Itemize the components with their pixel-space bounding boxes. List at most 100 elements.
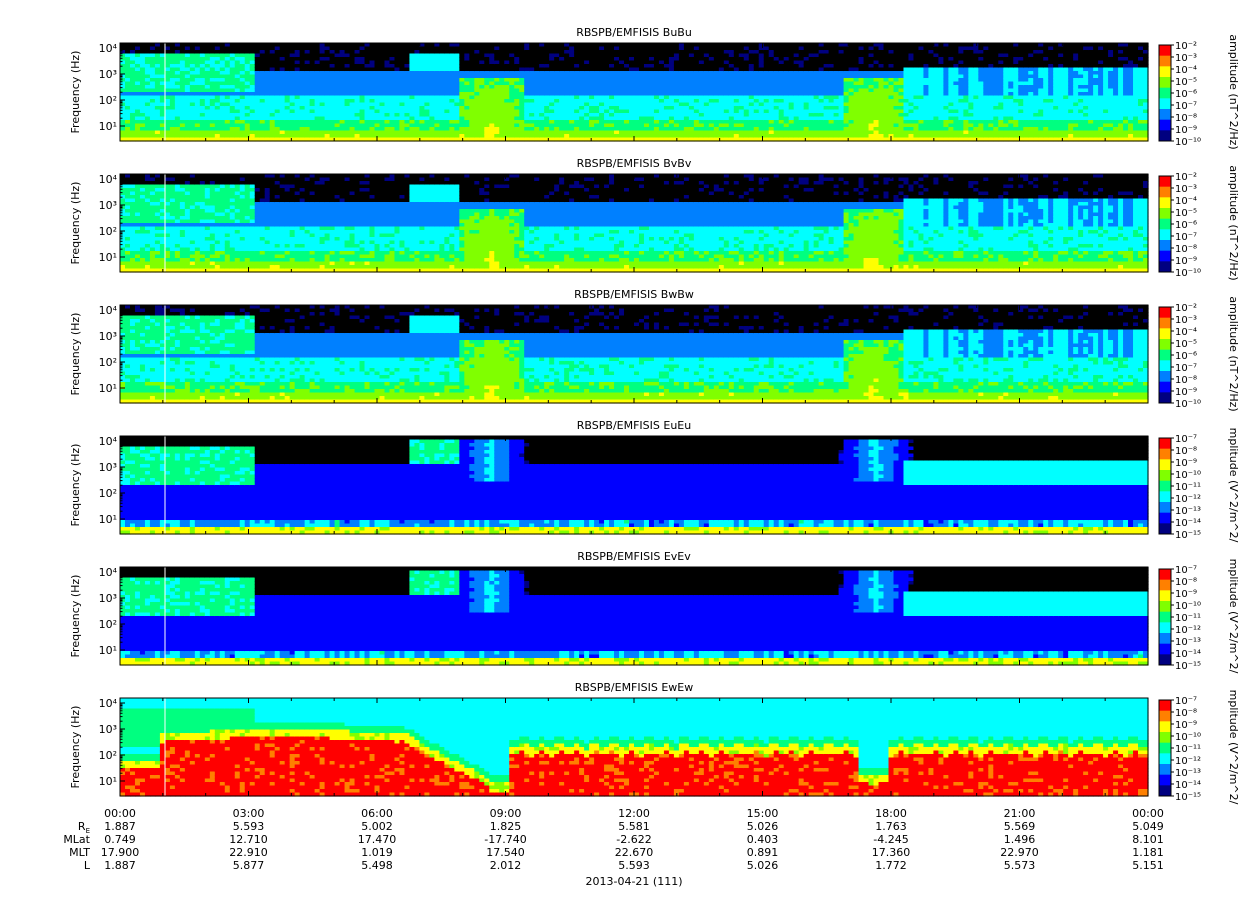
ephemeris-value: 22.670: [615, 846, 654, 859]
colorbar-tick-label: 10⁻¹⁰: [1175, 601, 1201, 612]
colorbar-segment: [1159, 438, 1171, 449]
colorbar: 10⁻²10⁻³10⁻⁴10⁻⁵10⁻⁶10⁻⁷10⁻⁸10⁻⁹10⁻¹⁰ amp…: [1159, 296, 1240, 411]
date-label: 2013-04-21 (111): [585, 875, 682, 888]
colorbar-tick-label: 10⁻²: [1175, 41, 1197, 52]
ephemeris-value: 17.360: [872, 846, 911, 859]
colorbar-segment: [1159, 654, 1171, 665]
spectrogram-panel-4: RBSPB/EMFISIS EuEu10⁴10³10²10¹Frequency …: [69, 419, 1240, 543]
colorbar-tick-label: 10⁻⁹: [1175, 458, 1197, 469]
colorbar-tick-label: 10⁻⁴: [1175, 327, 1197, 338]
ephemeris-value: 17.540: [486, 846, 525, 859]
spectrogram-image: [120, 305, 1149, 404]
colorbar-tick-label: 10⁻¹⁰: [1175, 732, 1201, 743]
colorbar-segment: [1159, 176, 1171, 187]
ephemeris-value: 1.887: [104, 820, 136, 833]
colorbar: 10⁻⁷10⁻⁸10⁻⁹10⁻¹⁰10⁻¹¹10⁻¹²10⁻¹³10⁻¹⁴10⁻…: [1159, 559, 1240, 674]
colorbar-segment: [1159, 459, 1171, 470]
colorbar-segment: [1159, 307, 1171, 318]
colorbar-segment: [1159, 251, 1171, 262]
y-axis-label: Frequency (Hz): [69, 706, 82, 789]
ephemeris-value: 22.910: [229, 846, 268, 859]
y-tick-label: 10⁴: [99, 697, 118, 710]
colorbar-tick-label: 10⁻¹²: [1175, 494, 1201, 505]
colorbar-segment: [1159, 56, 1171, 67]
colorbar-segment: [1159, 88, 1171, 99]
y-tick-label: 10²: [99, 618, 117, 631]
spectrogram-image: [120, 436, 1149, 535]
colorbar-tick-label: 10⁻³: [1175, 315, 1197, 326]
y-tick-label: 10⁴: [99, 304, 118, 317]
colorbar-tick-label: 10⁻¹⁴: [1175, 780, 1201, 791]
colorbar-tick-label: 10⁻¹¹: [1175, 744, 1201, 755]
colorbar-tick-label: 10⁻¹³: [1175, 637, 1201, 648]
colorbar-tick-label: 10⁻⁷: [1175, 232, 1197, 243]
y-tick-label: 10¹: [99, 644, 117, 657]
colorbar-segment: [1159, 785, 1171, 796]
colorbar-segment: [1159, 120, 1171, 131]
colorbar-tick-label: 10⁻⁵: [1175, 339, 1197, 350]
y-tick-label: 10⁴: [99, 435, 118, 448]
ephemeris-value: 12.710: [229, 833, 268, 846]
colorbar: 10⁻²10⁻³10⁻⁴10⁻⁵10⁻⁶10⁻⁷10⁻⁸10⁻⁹10⁻¹⁰ amp…: [1159, 165, 1240, 280]
colorbar-tick-label: 10⁻⁶: [1175, 220, 1197, 231]
colorbar-tick-label: 10⁻⁸: [1175, 446, 1197, 457]
colorbar-tick-label: 10⁻⁷: [1175, 696, 1197, 707]
colorbar-tick-label: 10⁻⁷: [1175, 565, 1197, 576]
ephemeris-value: 0.403: [747, 833, 779, 846]
y-tick-label: 10¹: [99, 382, 117, 395]
spectrogram-panel-3: RBSPB/EMFISIS BwBw10⁴10³10²10¹Frequency …: [69, 288, 1240, 412]
colorbar-segment: [1159, 481, 1171, 492]
spectrogram-panel-6: RBSPB/EMFISIS EwEw10⁴10³10²10¹Frequency …: [69, 681, 1240, 805]
colorbar-tick-label: 10⁻³: [1175, 184, 1197, 195]
y-axis-label: Frequency (Hz): [69, 575, 82, 658]
colorbar-segment: [1159, 569, 1171, 580]
colorbar-tick-label: 10⁻⁴: [1175, 65, 1197, 76]
y-tick-label: 10²: [99, 749, 117, 762]
ephemeris-value: 5.573: [1004, 859, 1036, 872]
x-tick-label: 03:00: [233, 807, 265, 820]
y-tick-label: 10²: [99, 487, 117, 500]
colorbar-segment: [1159, 66, 1171, 77]
y-tick-label: 10²: [99, 94, 117, 107]
colorbar-segment: [1159, 318, 1171, 329]
y-tick-label: 10³: [99, 723, 117, 736]
colorbar: 10⁻⁷10⁻⁸10⁻⁹10⁻¹⁰10⁻¹¹10⁻¹²10⁻¹³10⁻¹⁴10⁻…: [1159, 690, 1240, 805]
x-tick-label: 18:00: [875, 807, 907, 820]
y-axis-label: Frequency (Hz): [69, 182, 82, 265]
colorbar-tick-label: 10⁻⁹: [1175, 387, 1197, 398]
colorbar-tick-label: 10⁻⁵: [1175, 208, 1197, 219]
y-tick-label: 10⁴: [99, 566, 118, 579]
y-tick-label: 10¹: [99, 120, 117, 133]
ephemeris-value: 1.019: [361, 846, 393, 859]
colorbar-segment: [1159, 77, 1171, 88]
colorbar-tick-label: 10⁻⁸: [1175, 244, 1197, 255]
ephemeris-value: 1.763: [875, 820, 907, 833]
y-tick-label: 10⁴: [99, 42, 118, 55]
ephemeris-value: 5.002: [361, 820, 393, 833]
ephemeris-value: 0.749: [104, 833, 136, 846]
ephemeris-value: 17.470: [358, 833, 397, 846]
y-tick-label: 10³: [99, 199, 117, 212]
y-tick-label: 10²: [99, 225, 117, 238]
colorbar-segment: [1159, 743, 1171, 754]
colorbar-tick-label: 10⁻¹³: [1175, 506, 1201, 517]
colorbar-segment: [1159, 580, 1171, 591]
ephemeris-row-label: MLT: [69, 846, 90, 859]
colorbar-segment: [1159, 732, 1171, 743]
y-axis-label: Frequency (Hz): [69, 313, 82, 396]
spectrogram-panel-5: RBSPB/EMFISIS EvEv10⁴10³10²10¹Frequency …: [69, 550, 1240, 674]
colorbar-tick-label: 10⁻¹⁰: [1175, 470, 1201, 481]
colorbar-segment: [1159, 328, 1171, 339]
colorbar-tick-label: 10⁻⁶: [1175, 351, 1197, 362]
colorbar-tick-label: 10⁻⁹: [1175, 589, 1197, 600]
ephemeris-value: 5.151: [1132, 859, 1164, 872]
colorbar-segment: [1159, 491, 1171, 502]
colorbar-tick-label: 10⁻⁹: [1175, 256, 1197, 267]
colorbar-segment: [1159, 711, 1171, 722]
spectrogram-image: [120, 567, 1149, 666]
colorbar-tick-label: 10⁻⁸: [1175, 113, 1197, 124]
colorbar-tick-label: 10⁻⁷: [1175, 434, 1197, 445]
colorbar-tick-label: 10⁻⁸: [1175, 577, 1197, 588]
colorbar-tick-label: 10⁻¹⁰: [1175, 399, 1201, 410]
colorbar-segment: [1159, 622, 1171, 633]
